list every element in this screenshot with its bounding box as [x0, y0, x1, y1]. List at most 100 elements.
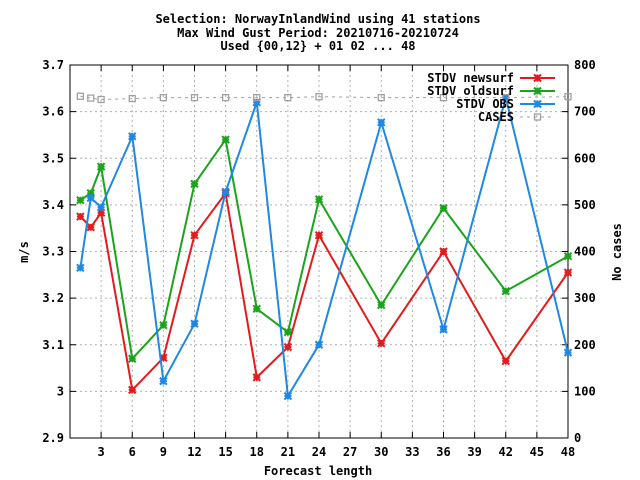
y2-tick-label: 500	[574, 198, 596, 212]
legend-item-cases: CASES	[478, 110, 555, 124]
y2-axis-label: No cases	[610, 223, 624, 281]
legend-marker	[533, 99, 542, 109]
y-tick-label: 3.3	[42, 245, 64, 259]
data-point-stdv-newsurf	[283, 342, 293, 352]
x-tick-label: 18	[250, 445, 264, 459]
data-point-stdv-newsurf	[377, 339, 386, 348]
x-tick-label: 39	[467, 445, 481, 459]
series-line-cases	[80, 95, 569, 101]
data-point-stdv-oldsurf	[377, 300, 386, 310]
data-point-cases	[76, 92, 85, 100]
data-point-stdv-oldsurf	[221, 135, 230, 144]
x-tick-label: 36	[436, 445, 450, 459]
data-point-stdv-obs	[563, 348, 573, 357]
x-tick-label: 21	[281, 445, 295, 459]
data-point-stdv-oldsurf	[501, 286, 510, 296]
y2-tick-label: 200	[574, 338, 596, 352]
data-point-stdv-newsurf	[86, 223, 95, 232]
data-point-cases	[377, 93, 385, 102]
legend-marker	[533, 73, 542, 83]
y-tick-label: 3	[57, 384, 64, 398]
data-point-stdv-obs	[76, 263, 85, 273]
data-point-stdv-obs	[439, 325, 448, 334]
data-point-stdv-oldsurf	[283, 327, 293, 337]
data-point-cases	[190, 93, 199, 102]
data-point-stdv-oldsurf	[439, 203, 448, 213]
data-point-stdv-obs	[128, 132, 137, 141]
data-point-stdv-oldsurf	[190, 179, 199, 189]
data-point-stdv-obs	[283, 391, 293, 401]
legend-marker	[533, 113, 542, 121]
data-point-cases	[564, 93, 572, 101]
x-tick-label: 15	[218, 445, 232, 459]
data-point-cases	[128, 94, 136, 103]
series-line-stdv-newsurf	[79, 190, 569, 393]
legend-item-stdv-newsurf: STDV newsurf	[427, 71, 555, 85]
data-point-stdv-newsurf	[76, 212, 85, 221]
data-point-stdv-obs	[96, 202, 106, 212]
legend-item-stdv-obs: STDV OBS	[456, 97, 555, 111]
x-tick-label: 24	[312, 445, 326, 459]
y-tick-label: 3.5	[42, 151, 64, 165]
x-axis-label: Forecast length	[264, 464, 372, 478]
plot-border	[69, 64, 569, 439]
y2-tick-label: 400	[574, 245, 596, 259]
data-point-stdv-obs	[501, 93, 510, 102]
y2-tick-label: 800	[574, 58, 596, 72]
series-line-stdv-oldsurf	[79, 137, 569, 361]
data-point-stdv-oldsurf	[159, 320, 168, 330]
data-point-cases	[87, 94, 95, 102]
y2-tick-label: 300	[574, 291, 596, 305]
legend-marker	[533, 86, 542, 96]
data-point-stdv-obs	[221, 187, 230, 197]
data-point-cases	[221, 93, 230, 102]
data-point-cases	[502, 93, 510, 102]
data-point-stdv-newsurf	[501, 356, 510, 366]
y-axis-label: m/s	[17, 241, 31, 263]
x-tick-label: 33	[405, 445, 419, 459]
legend-label: STDV OBS	[456, 97, 514, 111]
series-lines	[76, 92, 573, 401]
data-point-cases	[97, 95, 105, 104]
title-line-1: Selection: NorwayInlandWind using 41 sta…	[155, 12, 480, 26]
legend-label: STDV oldsurf	[427, 84, 514, 98]
x-tick-label: 48	[561, 445, 575, 459]
series-line-stdv-obs	[79, 97, 569, 400]
data-point-stdv-newsurf	[314, 230, 324, 240]
data-point-stdv-newsurf	[128, 385, 137, 395]
x-tick-label: 45	[530, 445, 544, 459]
data-point-stdv-newsurf	[190, 230, 199, 240]
data-point-stdv-oldsurf	[96, 162, 106, 171]
legend-label: CASES	[478, 110, 514, 124]
data-point-stdv-newsurf	[563, 268, 573, 277]
y-tick-label: 2.9	[42, 431, 64, 445]
x-tick-label: 3	[98, 445, 105, 459]
legend-label: STDV newsurf	[427, 71, 514, 85]
y-tick-label: 3.6	[42, 105, 64, 119]
data-point-stdv-obs	[190, 319, 199, 328]
x-tick-label: 42	[499, 445, 513, 459]
data-point-stdv-obs	[86, 193, 95, 203]
axes: 3 6 9 12 15 18 21 24 27 30 33 36 39 42 45 482.933.13.23…	[42, 58, 595, 459]
data-point-stdv-obs	[159, 376, 168, 386]
data-point-stdv-newsurf	[439, 247, 448, 256]
x-tick-label: 30	[374, 445, 388, 459]
data-point-stdv-oldsurf	[128, 354, 137, 363]
data-point-stdv-oldsurf	[563, 251, 573, 261]
x-tick-label: 9	[160, 445, 167, 459]
x-tick-label: 12	[187, 445, 201, 459]
data-point-cases	[315, 93, 323, 101]
data-point-stdv-oldsurf	[252, 304, 261, 314]
data-point-stdv-obs	[314, 340, 324, 349]
x-tick-label: 6	[129, 445, 136, 459]
data-point-stdv-obs	[252, 98, 261, 107]
data-point-cases	[439, 93, 448, 102]
y2-tick-label: 100	[574, 384, 596, 398]
legend-item-stdv-oldsurf: STDV oldsurf	[427, 84, 555, 98]
y-tick-label: 3.7	[42, 58, 64, 72]
y-tick-label: 3.1	[42, 338, 64, 352]
y-tick-label: 3.4	[42, 198, 64, 212]
data-point-stdv-obs	[377, 118, 386, 127]
